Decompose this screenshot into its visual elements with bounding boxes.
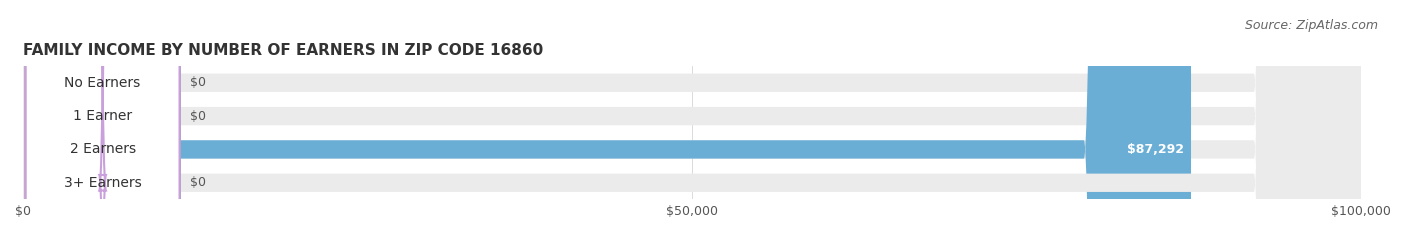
FancyBboxPatch shape <box>22 0 1361 233</box>
Text: No Earners: No Earners <box>65 76 141 90</box>
Text: $0: $0 <box>190 76 207 89</box>
Text: 3+ Earners: 3+ Earners <box>63 176 142 190</box>
FancyBboxPatch shape <box>22 0 1361 233</box>
FancyBboxPatch shape <box>22 0 1361 233</box>
FancyBboxPatch shape <box>22 0 1361 233</box>
Text: $0: $0 <box>190 176 207 189</box>
Text: 2 Earners: 2 Earners <box>69 142 135 156</box>
Text: Source: ZipAtlas.com: Source: ZipAtlas.com <box>1244 19 1378 32</box>
Text: FAMILY INCOME BY NUMBER OF EARNERS IN ZIP CODE 16860: FAMILY INCOME BY NUMBER OF EARNERS IN ZI… <box>22 43 543 58</box>
FancyBboxPatch shape <box>25 0 180 233</box>
Text: $87,292: $87,292 <box>1128 143 1184 156</box>
Text: 1 Earner: 1 Earner <box>73 109 132 123</box>
FancyBboxPatch shape <box>25 0 180 233</box>
FancyBboxPatch shape <box>25 0 180 233</box>
Text: $0: $0 <box>190 110 207 123</box>
FancyBboxPatch shape <box>25 0 180 233</box>
FancyBboxPatch shape <box>22 0 1191 233</box>
